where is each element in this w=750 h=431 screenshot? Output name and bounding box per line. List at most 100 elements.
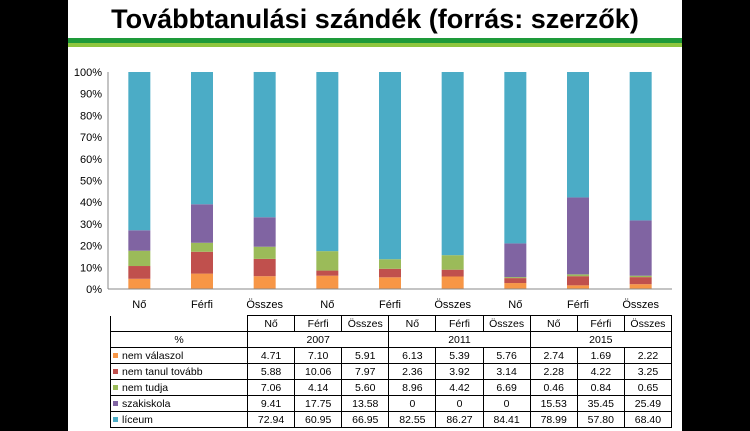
bar-segment bbox=[316, 275, 339, 289]
bar-segment bbox=[629, 71, 652, 221]
bar-segment bbox=[504, 283, 527, 289]
series-name: nem válaszol bbox=[122, 349, 184, 362]
table-series-label: szakiskola bbox=[110, 395, 248, 412]
table-value-cell: 60.95 bbox=[294, 411, 343, 428]
legend-swatch-icon bbox=[113, 369, 118, 375]
table-category-header: Férfi bbox=[576, 315, 625, 332]
table-row: nem tudja 7.06 4.14 5.60 8.96 4.42 6.69 0.46 0.8… bbox=[110, 379, 673, 396]
bar-segment bbox=[567, 72, 589, 198]
table-value-cell: 3.92 bbox=[435, 363, 484, 380]
bar-segment bbox=[128, 278, 151, 289]
table-value-cell: 7.10 bbox=[294, 347, 343, 364]
table-value-cell: 5.76 bbox=[482, 347, 531, 364]
bar-segment bbox=[191, 273, 213, 289]
table-category-header: Férfi bbox=[294, 315, 343, 332]
table-value-cell: 2.22 bbox=[623, 347, 673, 364]
table-value-cell: 9.41 bbox=[246, 395, 296, 412]
y-tick-label: 20% bbox=[80, 241, 102, 253]
table-category-header: Férfi bbox=[435, 315, 484, 332]
table-row: nem tanul tovább 5.88 10.06 7.97 2.36 3.92 3.1… bbox=[110, 363, 673, 380]
table-value-cell: 57.80 bbox=[576, 411, 625, 428]
table-group-header: 2015 bbox=[529, 331, 673, 348]
table-category-header: Nő bbox=[388, 315, 437, 332]
legend-swatch-icon bbox=[113, 417, 118, 423]
table-value-cell: 4.22 bbox=[576, 363, 625, 380]
table-value-cell: 17.75 bbox=[294, 395, 343, 412]
x-category-label: Összes bbox=[622, 299, 659, 311]
bar-segment bbox=[567, 274, 589, 277]
series-name: líceum bbox=[122, 413, 153, 426]
bar-segment bbox=[253, 258, 276, 277]
table-unit-cell: % bbox=[110, 331, 248, 348]
bar-segment bbox=[316, 72, 339, 252]
x-category-label: Összes bbox=[246, 299, 283, 311]
slide: Továbbtanulási szándék (forrás: szerzők)… bbox=[68, 0, 682, 431]
y-tick-label: 50% bbox=[80, 176, 102, 188]
table-value-cell: 7.06 bbox=[246, 379, 296, 396]
table-value-cell: 4.42 bbox=[435, 379, 484, 396]
table-row: nem válaszol 4.71 7.10 5.91 6.13 5.39 5.76 2.74… bbox=[110, 347, 673, 364]
table-value-cell: 5.60 bbox=[341, 379, 390, 396]
series-name: nem tanul tovább bbox=[122, 365, 203, 378]
bar-segment bbox=[379, 268, 401, 278]
data-table: Nő Férfi Összes Nő Férfi Összes Nő Férfi Összes%… bbox=[110, 315, 673, 428]
table-value-cell: 8.96 bbox=[388, 379, 437, 396]
bar-segment bbox=[567, 276, 589, 286]
bar-segment bbox=[253, 276, 276, 289]
bar-segment bbox=[128, 250, 151, 267]
table-group-header: 2007 bbox=[246, 331, 390, 348]
table-value-cell: 2.36 bbox=[388, 363, 437, 380]
x-category-label: Férfi bbox=[567, 299, 589, 311]
x-category-label: Nő bbox=[508, 299, 522, 311]
table-series-label: nem válaszol bbox=[110, 347, 248, 364]
bar-segment bbox=[191, 72, 213, 205]
series-name: szakiskola bbox=[122, 397, 171, 410]
table-value-cell: 35.45 bbox=[576, 395, 625, 412]
table-value-cell: 6.69 bbox=[482, 379, 531, 396]
table-value-cell: 2.28 bbox=[529, 363, 578, 380]
x-category-label: Nő bbox=[132, 299, 146, 311]
table-series-label: nem tudja bbox=[110, 379, 248, 396]
bar-segment bbox=[441, 269, 464, 277]
table-category-header: Nő bbox=[246, 315, 296, 332]
y-tick-label: 30% bbox=[80, 219, 102, 231]
bar-segment bbox=[441, 276, 464, 289]
table-value-cell: 3.25 bbox=[623, 363, 673, 380]
table-value-cell: 4.14 bbox=[294, 379, 343, 396]
bar-segment bbox=[128, 266, 151, 279]
table-value-cell: 78.99 bbox=[529, 411, 578, 428]
bar-segment bbox=[316, 270, 339, 276]
bar-segment bbox=[191, 251, 213, 274]
bar-segment bbox=[504, 278, 527, 284]
x-category-label: Férfi bbox=[379, 299, 401, 311]
y-tick-label: 60% bbox=[80, 154, 102, 166]
bar-segment bbox=[441, 255, 464, 270]
y-tick-label: 80% bbox=[80, 110, 102, 122]
y-tick-label: 70% bbox=[80, 132, 102, 144]
table-value-cell: 0 bbox=[482, 395, 531, 412]
table-value-cell: 25.49 bbox=[623, 395, 673, 412]
bar-segment bbox=[441, 72, 464, 256]
bar-segment bbox=[253, 246, 276, 259]
table-value-cell: 5.88 bbox=[246, 363, 296, 380]
table-value-cell: 15.53 bbox=[529, 395, 578, 412]
legend-swatch-icon bbox=[113, 385, 118, 391]
table-category-header: Összes bbox=[482, 315, 531, 332]
bar-segment bbox=[128, 230, 151, 251]
table-row: szakiskola 9.41 17.75 13.58 0 0 0 15.53 35.45 25.… bbox=[110, 395, 673, 412]
bar-segment bbox=[567, 285, 589, 289]
table-value-cell: 2.74 bbox=[529, 347, 578, 364]
bar-segment bbox=[629, 220, 652, 276]
bar-segment bbox=[629, 275, 652, 278]
table-value-cell: 3.14 bbox=[482, 363, 531, 380]
series-name: nem tudja bbox=[122, 381, 169, 394]
table-value-cell: 6.13 bbox=[388, 347, 437, 364]
x-category-label: Férfi bbox=[191, 299, 213, 311]
table-series-label: líceum bbox=[110, 411, 248, 428]
bar-segment bbox=[253, 217, 276, 247]
bar-segment bbox=[504, 243, 527, 278]
table-value-cell: 5.39 bbox=[435, 347, 484, 364]
title-underline-light bbox=[68, 43, 682, 47]
bar-segment bbox=[253, 71, 276, 218]
table-value-cell: 0 bbox=[435, 395, 484, 412]
